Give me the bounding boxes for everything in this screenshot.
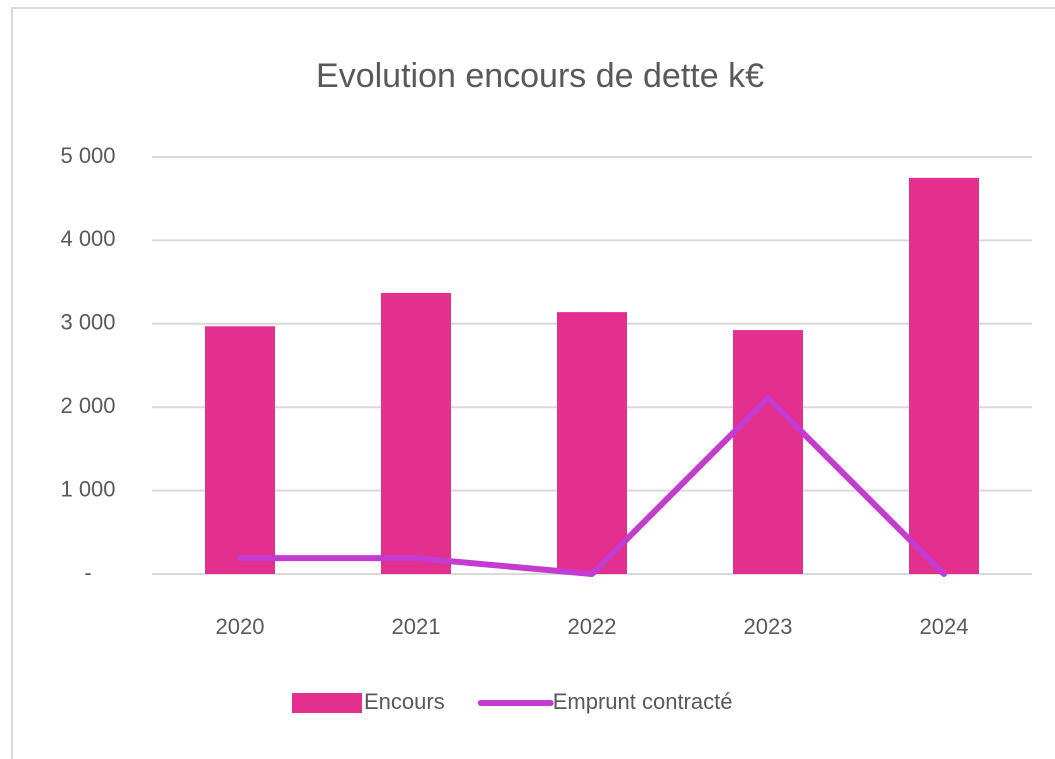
y-tick-label: 5 000	[60, 143, 115, 168]
bar	[381, 292, 451, 574]
x-tick-label: 2023	[744, 614, 793, 639]
line	[237, 395, 947, 577]
bar	[733, 330, 803, 574]
legend-label: Emprunt contracté	[553, 689, 733, 714]
x-tick-label: 2020	[216, 614, 265, 639]
x-tick-label: 2022	[568, 614, 617, 639]
chart-title: Evolution encours de dette k€	[316, 57, 764, 95]
y-tick-label: 3 000	[60, 310, 115, 335]
bar	[205, 326, 275, 574]
legend-swatch	[292, 693, 362, 713]
x-tick-label: 2021	[392, 614, 441, 639]
x-tick-label: 2024	[920, 614, 969, 639]
bar	[909, 177, 979, 574]
y-tick-label: 4 000	[60, 226, 115, 251]
bar	[557, 312, 627, 574]
legend-label: Encours	[364, 689, 445, 714]
y-tick-label: 2 000	[60, 393, 115, 418]
y-tick-label: -	[84, 560, 91, 585]
y-tick-label: 1 000	[60, 476, 115, 501]
chart-frame	[11, 7, 1055, 759]
